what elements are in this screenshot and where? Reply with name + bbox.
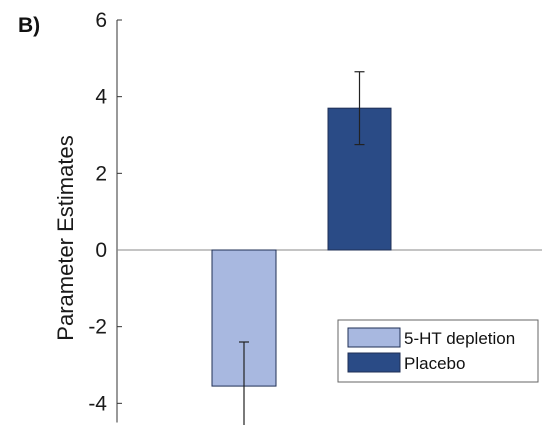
plot-area: 6 4 2 0 -2 -4 xyxy=(88,9,542,425)
panel-label: B) xyxy=(18,14,40,37)
legend-swatch-5ht-depletion xyxy=(347,327,401,348)
y-tick-label: -4 xyxy=(88,392,107,415)
y-tick-label: 0 xyxy=(95,239,107,262)
y-tick-label: 2 xyxy=(95,162,107,185)
y-tick-label: 4 xyxy=(95,86,107,109)
legend-swatch-placebo xyxy=(347,352,401,373)
legend: 5-HT depletion Placebo xyxy=(337,319,539,383)
y-axis-label: Parameter Estimates xyxy=(53,135,78,340)
legend-label-5ht-depletion: 5-HT depletion xyxy=(404,329,515,348)
y-tick-label: -2 xyxy=(88,316,107,339)
y-tick-label: 6 xyxy=(95,9,107,32)
legend-label-placebo: Placebo xyxy=(404,354,465,373)
